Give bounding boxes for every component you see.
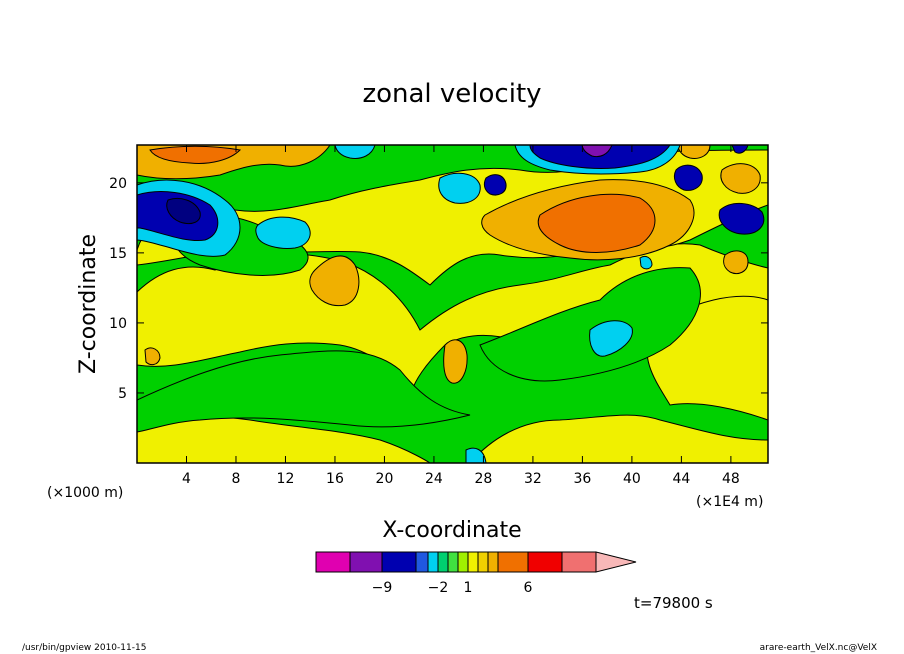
colorbar-tick-label: −2 [428, 580, 449, 596]
y-tick-label: 5 [118, 386, 127, 402]
colorbar-box [457, 551, 469, 573]
colorbar-box [415, 551, 429, 573]
x-tick-label: 40 [623, 471, 641, 487]
colorbar-box [427, 551, 439, 573]
x-tick-label: 44 [672, 471, 690, 487]
colorbar-box [447, 551, 459, 573]
heatmap-field [137, 145, 768, 463]
x-axis-label: X-coordinate [382, 518, 521, 543]
footer-command-label: /usr/bin/gpview 2010-11-15 [22, 643, 146, 653]
time-label: t=79800 s [634, 594, 713, 612]
colorbar-box [561, 551, 597, 573]
colorbar-overflow-arrow [595, 551, 637, 573]
x-tick-label: 16 [326, 471, 344, 487]
colorbar-tick-label: −9 [372, 580, 393, 596]
colorbar-box [497, 551, 529, 573]
colorbar-labels: −9 −2 1 6 [372, 580, 533, 596]
x-tick-label: 12 [277, 471, 295, 487]
colorbar-tick-label: 1 [464, 580, 473, 596]
x-tick-label: 36 [573, 471, 591, 487]
x-axis-ticks: 4 8 12 16 20 24 28 32 36 40 44 48 [182, 145, 740, 487]
x-unit-left-label: (×1000 m) [47, 485, 123, 501]
colorbar-box [527, 551, 563, 573]
x-tick-label: 32 [524, 471, 542, 487]
x-tick-label: 48 [722, 471, 740, 487]
colorbar-tick-label: 6 [524, 580, 533, 596]
y-tick-label: 15 [109, 246, 127, 262]
colorbar-box [437, 551, 449, 573]
x-unit-right-label: (×1E4 m) [696, 494, 763, 510]
x-tick-label: 28 [475, 471, 493, 487]
y-tick-label: 20 [109, 176, 127, 192]
colorbar-box [487, 551, 499, 573]
colorbar-box [315, 551, 351, 573]
chart-title: zonal velocity [362, 79, 541, 109]
x-tick-label: 20 [376, 471, 394, 487]
colorbar [315, 551, 637, 573]
colorbar-box [349, 551, 383, 573]
x-tick-label: 24 [425, 471, 443, 487]
y-axis-ticks: 5 10 15 20 [109, 176, 768, 402]
plot-frame [136, 144, 769, 464]
x-tick-label: 8 [232, 471, 241, 487]
colorbar-box [467, 551, 479, 573]
colorbar-box [477, 551, 489, 573]
footer-source-label: arare-earth_VelX.nc@VelX [760, 643, 877, 653]
y-tick-label: 10 [109, 316, 127, 332]
y-axis-label: Z-coordinate [76, 234, 101, 374]
colorbar-box [381, 551, 417, 573]
x-tick-label: 4 [182, 471, 191, 487]
